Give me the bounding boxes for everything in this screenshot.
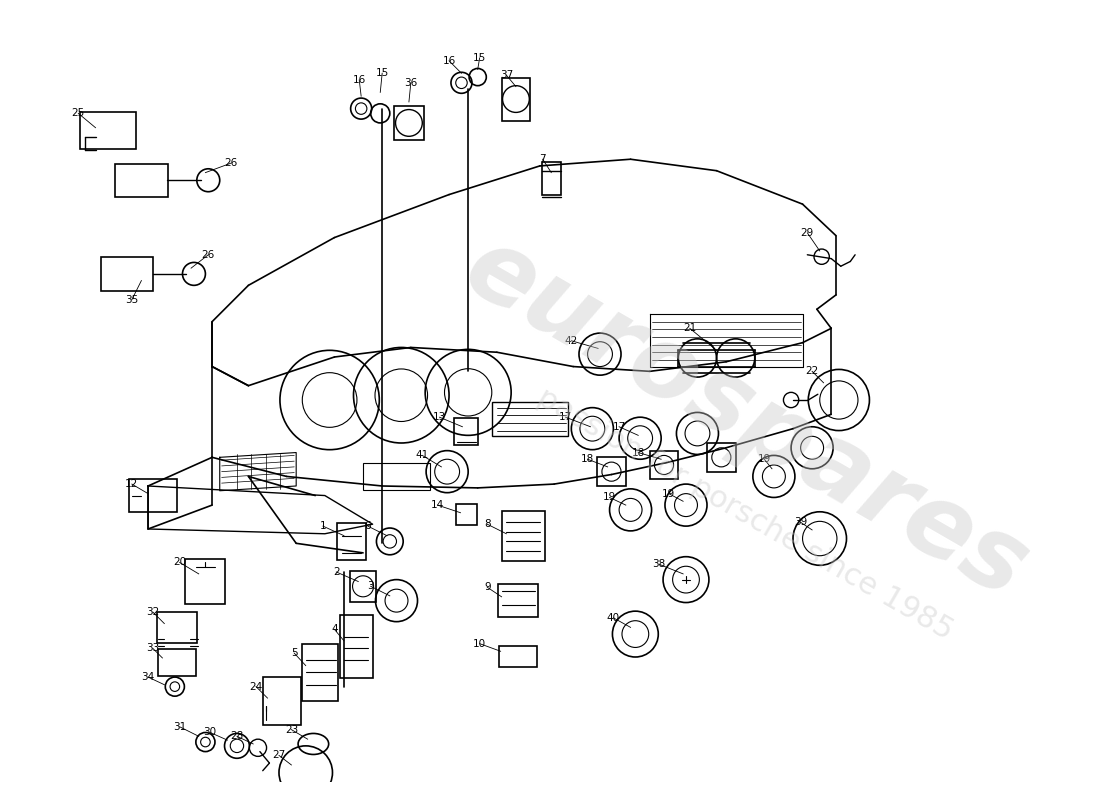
- Bar: [186, 558, 225, 605]
- Bar: [80, 113, 135, 149]
- Text: 39: 39: [794, 518, 807, 527]
- Bar: [707, 443, 736, 472]
- Text: 5: 5: [292, 648, 298, 658]
- Text: 14: 14: [431, 500, 444, 510]
- Text: 25: 25: [72, 108, 85, 118]
- Bar: [350, 571, 376, 602]
- Text: 18: 18: [581, 454, 594, 464]
- Text: eurospares: eurospares: [447, 219, 1044, 619]
- Text: 38: 38: [652, 559, 666, 570]
- Text: 16: 16: [353, 75, 366, 85]
- Text: 20: 20: [173, 558, 186, 567]
- Text: 24: 24: [250, 682, 263, 692]
- Text: 31: 31: [173, 722, 186, 732]
- Text: 19: 19: [603, 493, 616, 502]
- Text: 6: 6: [364, 521, 371, 531]
- Bar: [129, 479, 177, 512]
- Bar: [455, 504, 476, 525]
- Text: 15: 15: [375, 68, 388, 78]
- Bar: [498, 646, 537, 666]
- Text: 32: 32: [146, 607, 160, 617]
- Text: 12: 12: [125, 479, 139, 489]
- Bar: [541, 162, 561, 195]
- Bar: [157, 650, 196, 676]
- Text: 9: 9: [484, 582, 491, 592]
- Text: 37: 37: [499, 70, 513, 80]
- Text: 28: 28: [230, 731, 243, 742]
- Bar: [263, 677, 301, 725]
- Bar: [502, 78, 530, 121]
- Text: 2: 2: [333, 567, 340, 577]
- Bar: [101, 257, 153, 290]
- Text: 40: 40: [607, 613, 620, 623]
- Text: 29: 29: [801, 228, 814, 238]
- Bar: [340, 615, 373, 678]
- Text: 10: 10: [473, 638, 486, 649]
- Bar: [597, 458, 626, 486]
- Text: 21: 21: [683, 323, 696, 334]
- Text: 4: 4: [331, 624, 338, 634]
- Text: 33: 33: [146, 643, 160, 654]
- Text: 30: 30: [204, 727, 217, 738]
- Bar: [156, 612, 197, 642]
- Text: 3: 3: [367, 582, 374, 591]
- Bar: [502, 511, 546, 561]
- Bar: [394, 106, 425, 140]
- Bar: [363, 463, 430, 490]
- Text: 35: 35: [125, 294, 139, 305]
- Text: 17: 17: [613, 422, 626, 432]
- Bar: [116, 163, 167, 197]
- Text: 8: 8: [484, 519, 491, 530]
- Text: 13: 13: [433, 412, 447, 422]
- Text: 26: 26: [224, 158, 238, 168]
- Text: 41: 41: [416, 450, 429, 461]
- Bar: [338, 523, 366, 559]
- Text: 42: 42: [564, 336, 578, 346]
- Text: 23: 23: [285, 725, 298, 734]
- Text: 36: 36: [404, 78, 418, 88]
- Bar: [301, 644, 338, 701]
- Text: passion for porsche since 1985: passion for porsche since 1985: [532, 383, 958, 646]
- Text: 17: 17: [559, 412, 572, 422]
- Text: 7: 7: [539, 154, 546, 164]
- Text: 27: 27: [273, 750, 286, 761]
- Text: 34: 34: [142, 672, 155, 682]
- Text: 22: 22: [805, 366, 818, 376]
- Text: 15: 15: [473, 53, 486, 63]
- Bar: [492, 402, 569, 436]
- Text: 26: 26: [201, 250, 214, 260]
- Text: 16: 16: [442, 56, 455, 66]
- Bar: [498, 584, 538, 618]
- Text: 1: 1: [320, 521, 327, 531]
- Text: 19: 19: [662, 489, 675, 498]
- Text: 18: 18: [631, 447, 645, 458]
- Bar: [650, 450, 679, 479]
- Bar: [454, 418, 478, 445]
- Text: 19: 19: [758, 454, 771, 464]
